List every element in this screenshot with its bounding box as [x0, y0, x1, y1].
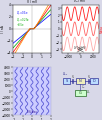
- Text: N: N: [79, 79, 82, 83]
- Text: $Q_G$=0.25e: $Q_G$=0.25e: [16, 17, 31, 24]
- Bar: [76, 78, 85, 84]
- Title: V / mV: V / mV: [27, 0, 37, 4]
- Bar: [75, 90, 86, 96]
- Text: D: D: [93, 79, 95, 83]
- Text: $\Delta V_G$=7mV: $\Delta V_G$=7mV: [73, 44, 88, 52]
- Text: $R_1$: $R_1$: [71, 74, 76, 81]
- Bar: [63, 78, 70, 84]
- Text: $Q_G$=0.5e: $Q_G$=0.5e: [16, 10, 29, 17]
- Title: $V_G$ / mV: $V_G$ / mV: [73, 0, 87, 5]
- Text: S: S: [65, 79, 68, 83]
- Text: G: G: [79, 91, 82, 95]
- Text: 0% bias: 0% bias: [27, 110, 37, 114]
- Text: $V_G$: $V_G$: [86, 89, 91, 96]
- Text: $C_G$: $C_G$: [81, 84, 86, 91]
- Text: $R_2$: $R_2$: [87, 74, 92, 81]
- Y-axis label: $V_G$ / mV: $V_G$ / mV: [0, 84, 1, 98]
- Bar: [90, 78, 98, 84]
- Text: +0.5e: +0.5e: [16, 23, 24, 27]
- Text: N-bias: N-bias: [99, 25, 102, 33]
- Y-axis label: I / nA: I / nA: [1, 25, 5, 33]
- Text: $V_{DS}$: $V_{DS}$: [62, 71, 69, 78]
